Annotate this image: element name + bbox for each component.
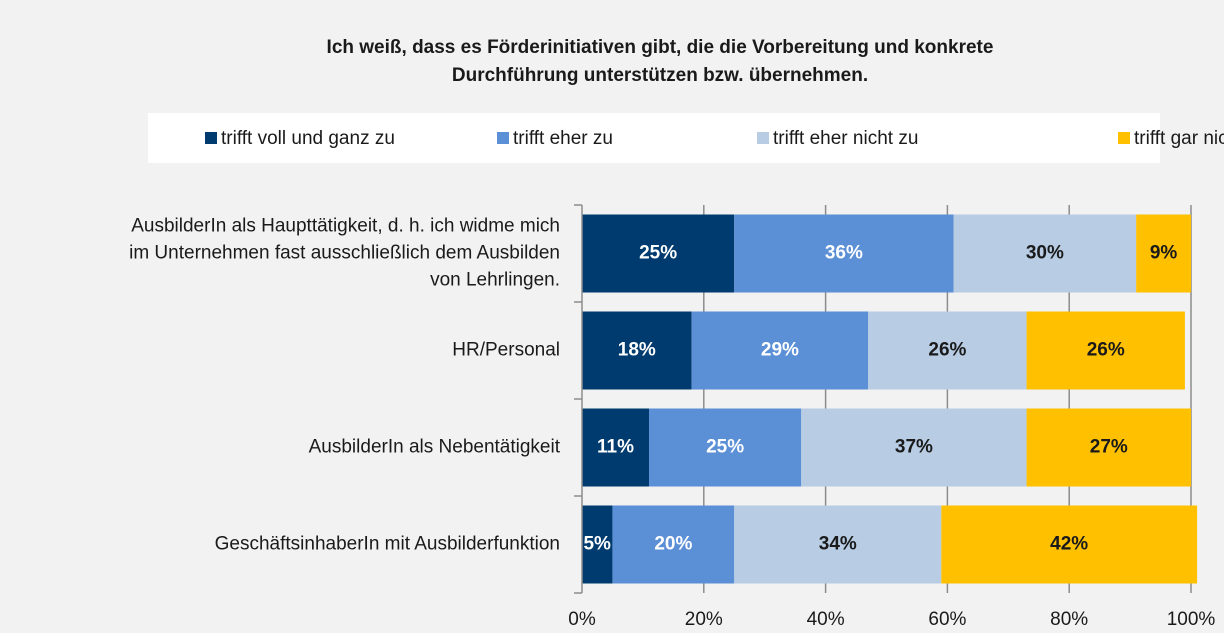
value-label: 29% <box>761 340 799 361</box>
x-tick-label: 20% <box>685 609 723 630</box>
x-tick-label: 100% <box>1167 609 1216 630</box>
bar-segment <box>582 408 649 487</box>
x-tick-label: 60% <box>928 609 966 630</box>
legend-box <box>148 113 1160 163</box>
value-label: 25% <box>706 437 744 458</box>
value-label: 18% <box>618 340 656 361</box>
bar-segment <box>734 214 954 293</box>
legend-label: trifft eher zu <box>513 128 613 149</box>
bar-segment <box>612 505 735 584</box>
bar-segment <box>582 214 735 293</box>
bar-segment <box>1026 311 1185 390</box>
x-tick-label: 0% <box>568 609 596 630</box>
value-label: 5% <box>583 534 611 555</box>
chart-title: Ich weiß, dass es Förderinitiativen gibt… <box>327 37 994 86</box>
bar-segment <box>953 214 1137 293</box>
legend-label: trifft voll und ganz zu <box>221 128 395 149</box>
value-label: 25% <box>639 243 677 264</box>
bar-segment <box>1026 408 1191 487</box>
legend-swatch <box>1118 132 1130 144</box>
bar-segment <box>582 505 613 584</box>
bar-segment <box>868 311 1027 390</box>
category-label: AusbilderIn als Nebentätigkeit <box>309 437 561 458</box>
value-label: 20% <box>654 534 692 555</box>
category-label: HR/Personal <box>452 340 560 361</box>
value-label: 42% <box>1050 534 1088 555</box>
bar-segment <box>941 505 1198 584</box>
legend-swatch <box>205 132 217 144</box>
value-label: 11% <box>597 437 634 458</box>
bar-segment <box>648 408 802 487</box>
value-label: 34% <box>819 534 857 555</box>
category-label: GeschäftsinhaberIn mit Ausbilderfunktion <box>215 534 560 555</box>
legend-label: trifft gar nicht zu <box>1134 128 1224 149</box>
value-label: 27% <box>1090 437 1128 458</box>
bar-segment <box>582 311 692 390</box>
bar-segment <box>734 505 942 584</box>
value-label: 26% <box>928 340 966 361</box>
bar-segment <box>1136 214 1191 293</box>
bar-segment <box>691 311 869 390</box>
legend-swatch <box>757 132 769 144</box>
x-tick-label: 80% <box>1050 609 1088 630</box>
value-label: 26% <box>1087 340 1125 361</box>
bar-segment <box>801 408 1027 487</box>
value-label: 30% <box>1026 243 1064 264</box>
legend-label: trifft eher nicht zu <box>773 128 918 149</box>
category-label: AusbilderIn als Haupttätigkeit, d. h. ic… <box>129 216 560 291</box>
value-label: 9% <box>1150 243 1178 264</box>
value-label: 37% <box>895 437 933 458</box>
x-tick-label: 40% <box>807 609 845 630</box>
value-label: 36% <box>825 243 863 264</box>
legend-swatch <box>497 132 509 144</box>
